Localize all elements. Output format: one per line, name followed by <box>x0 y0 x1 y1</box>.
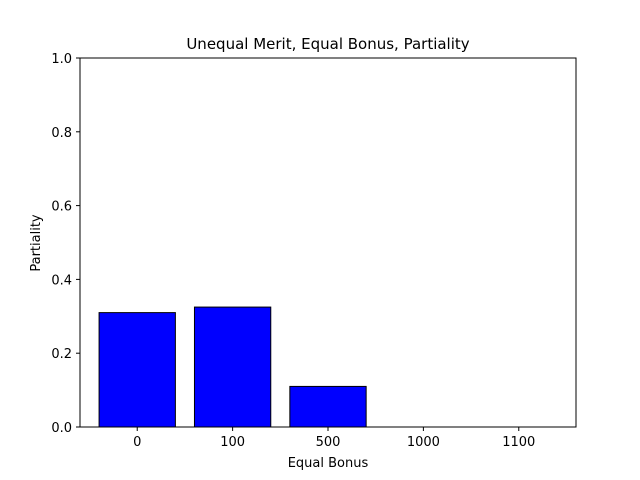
bar-500 <box>289 385 367 428</box>
x-tick-label: 100 <box>220 435 245 450</box>
y-axis-label: Partiality <box>29 214 44 272</box>
x-tick-label: 500 <box>316 435 341 450</box>
x-tick-label: 1100 <box>502 435 535 450</box>
y-tick-label: 1.0 <box>51 52 72 67</box>
x-tick-label: 1000 <box>407 435 440 450</box>
bar-100 <box>193 306 272 428</box>
y-axis-ticks: 0.0 0.2 0.4 0.6 0.8 1.0 <box>51 52 80 436</box>
bar-0 <box>98 312 176 428</box>
chart-title: Unequal Merit, Equal Bonus, Partiality <box>186 35 469 53</box>
x-axis-ticks: 0 100 500 1000 1100 <box>133 427 535 450</box>
y-tick-label: 0.0 <box>51 421 72 436</box>
y-tick-label: 0.6 <box>51 200 72 215</box>
y-tick-label: 0.8 <box>51 126 72 141</box>
y-tick-label: 0.4 <box>51 273 72 288</box>
y-tick-label: 0.2 <box>51 347 72 362</box>
x-tick-label: 0 <box>133 435 141 450</box>
bars-group <box>98 306 367 428</box>
x-axis-label: Equal Bonus <box>288 456 369 471</box>
plot-frame <box>79 57 577 428</box>
